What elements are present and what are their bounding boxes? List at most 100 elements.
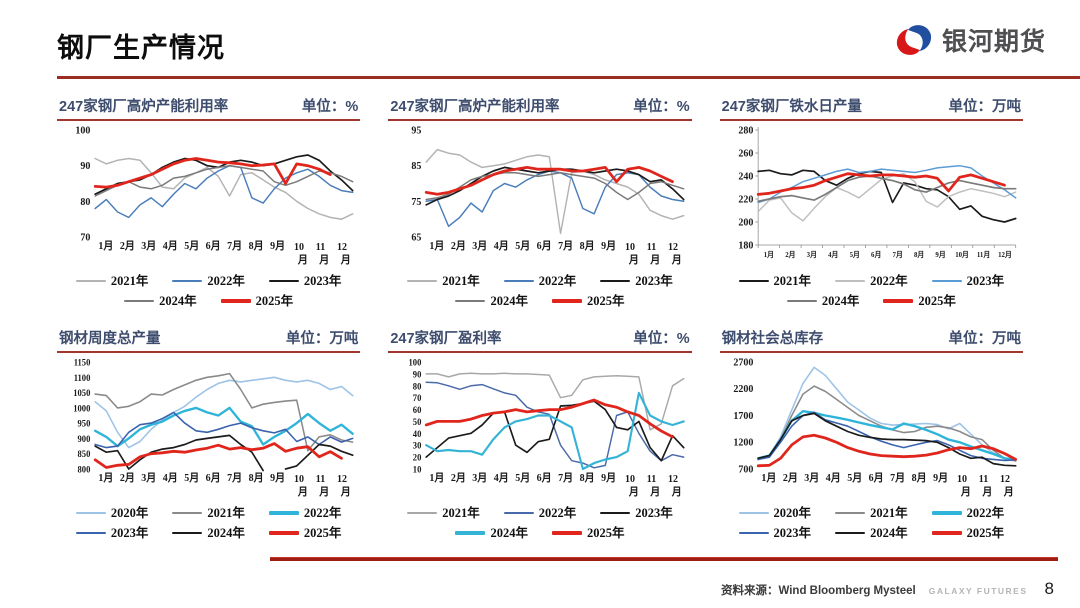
x-tick-label: 3月 <box>806 251 816 259</box>
y-tick-label: 2200 <box>733 384 753 395</box>
x-tick-label: 12 <box>1000 474 1010 485</box>
chart-unit-label: 单位：万吨 <box>285 331 359 347</box>
x-tick-label: 1月 <box>430 472 445 484</box>
y-tick-label: 100 <box>409 357 422 367</box>
legend-item: 2021年 <box>738 273 812 289</box>
x-tick-label: 7月 <box>558 472 573 484</box>
legend-line-swatch <box>600 280 631 282</box>
y-tick-label: 200 <box>738 217 753 228</box>
page-number: 8 <box>1044 579 1054 598</box>
chart-unit-label: 单位：% <box>633 99 690 115</box>
legend-label: 2025年 <box>586 526 625 540</box>
x-tick-label: 4月 <box>825 472 840 484</box>
legend-label: 2021年 <box>773 274 812 288</box>
chart-legend: 2021年 2022年 2023年 2024年 2025年 <box>388 505 691 541</box>
legend-item: 2021年 <box>172 505 245 521</box>
y-tick-label: 60 <box>413 405 422 415</box>
chart-unit-label: 单位：% <box>301 99 359 115</box>
legend-item: 2025年 <box>268 525 342 541</box>
x-tick-label: 8月 <box>249 472 264 484</box>
series-line-2023年 <box>757 411 1017 462</box>
x-tick-label: 月 <box>981 486 992 498</box>
legend-line-swatch <box>268 280 299 282</box>
legend-item: 2021年 <box>407 505 480 521</box>
legend-label: 2023年 <box>773 526 812 540</box>
legend-label: 2025年 <box>918 294 956 308</box>
y-tick-label: 240 <box>738 171 753 182</box>
x-tick-label: 12 <box>337 242 347 253</box>
legend-item: 2025年 <box>883 293 956 309</box>
legend-label: 2023年 <box>635 274 673 288</box>
x-tick-label: 11 <box>647 474 656 485</box>
legend-line-swatch <box>931 531 962 535</box>
chart-panel-1: 247家钢厂高炉产能利用率 单位：% 100 90 80 70 1月 2月 3月 4月 5月 6月 7月… <box>57 94 361 318</box>
x-tick-label: 11 <box>978 474 987 485</box>
legend-line-swatch <box>455 531 486 535</box>
y-tick-label: 40 <box>413 429 422 439</box>
legend-line-swatch <box>172 532 203 534</box>
x-tick-label: 10 <box>294 242 304 253</box>
header-underline <box>57 76 1080 79</box>
series-line-2023年 <box>757 164 1017 204</box>
legend-label: 2025年 <box>303 526 342 540</box>
y-tick-label: 75 <box>412 197 422 208</box>
x-tick-label: 9月 <box>270 472 285 484</box>
series-line-2021年 <box>425 372 685 431</box>
legend-line-swatch <box>407 512 438 514</box>
x-tick-label: 10 <box>625 474 635 485</box>
y-tick-label: 220 <box>738 194 753 205</box>
legend-item: 2023年 <box>931 273 1004 289</box>
legend-label: 2021年 <box>870 506 908 520</box>
legend-line-swatch <box>786 300 817 302</box>
x-tick-label: 9月 <box>270 240 285 252</box>
x-tick-label: 5月 <box>847 472 862 484</box>
legend-item: 2022年 <box>931 505 1004 521</box>
legend-line-swatch <box>883 299 914 303</box>
legend-item: 2024年 <box>172 525 245 541</box>
footer: 资料来源：Wind Bloomberg Mysteel GALAXY FUTUR… <box>721 579 1054 599</box>
y-tick-label: 70 <box>413 393 422 403</box>
y-tick-label: 850 <box>78 449 91 459</box>
x-tick-label: 11 <box>647 242 656 253</box>
footer-red-bar <box>270 557 1058 561</box>
legend-label: 2024年 <box>870 526 908 540</box>
series-line-2025年 <box>93 442 343 469</box>
x-tick-label: 6月 <box>871 251 881 259</box>
series-line-2021年 <box>94 157 354 220</box>
legend-line-swatch <box>600 512 631 514</box>
x-tick-label: 2月 <box>782 472 797 484</box>
chart-title-bar: 钢材社会总库存 单位：万吨 <box>719 326 1023 353</box>
series-line-2025年 <box>93 157 332 189</box>
x-tick-label: 12 <box>668 474 678 485</box>
y-tick-label: 950 <box>78 418 91 428</box>
legend-label: 2022年 <box>870 274 908 288</box>
chart-canvas: 280 260 240 220 200 180 1月 2月 3月 4月 5月 6月 7月 8月 9月 10月 1… <box>738 125 1017 259</box>
x-tick-label: 月 <box>318 254 329 266</box>
legend-line-swatch <box>407 280 438 282</box>
x-tick-label: 6月 <box>206 472 221 484</box>
legend-label: 2023年 <box>635 506 673 520</box>
x-tick-label: 3月 <box>141 240 156 252</box>
legend-label: 2024年 <box>207 526 245 540</box>
page-title: 钢厂生产情况 <box>57 33 225 63</box>
legend-item: 2024年 <box>124 293 197 309</box>
legend-line-swatch <box>455 300 486 302</box>
legend-label: 2025年 <box>966 526 1005 540</box>
y-tick-label: 260 <box>738 148 753 159</box>
x-tick-label: 2月 <box>451 240 466 252</box>
x-tick-label: 7月 <box>227 240 242 252</box>
legend-item: 2021年 <box>75 273 148 289</box>
x-tick-label: 4月 <box>163 240 178 252</box>
y-tick-label: 30 <box>413 441 422 451</box>
x-tick-label: 11 <box>316 242 325 253</box>
x-tick-label: 10 <box>294 474 304 485</box>
legend-item: 2022年 <box>503 273 576 289</box>
x-tick-label: 12月 <box>998 251 1012 259</box>
legend-line-swatch <box>551 299 582 303</box>
legend-item: 2024年 <box>786 293 859 309</box>
series-line-2021年 <box>425 148 685 235</box>
legend-item: 2025年 <box>551 525 625 541</box>
